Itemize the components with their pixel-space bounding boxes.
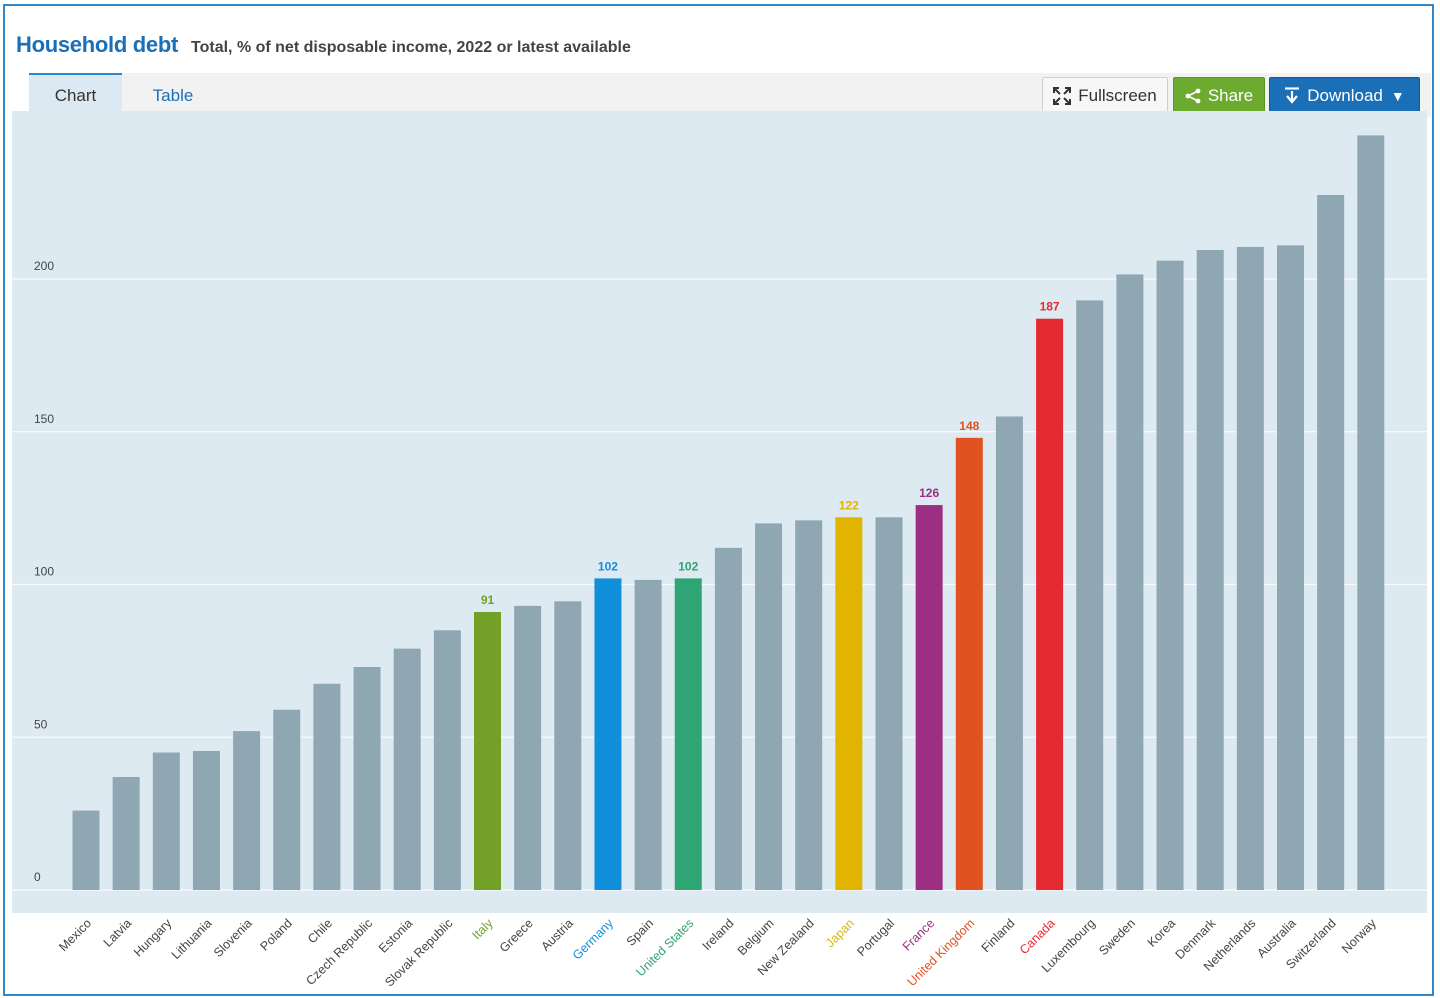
x-tick-label: Portugal <box>854 916 897 959</box>
chart-header: Household debt Total, % of net disposabl… <box>16 32 631 62</box>
fullscreen-label: Fullscreen <box>1078 85 1157 105</box>
bar-poland[interactable] <box>273 709 301 890</box>
x-tick-label: France <box>900 916 937 953</box>
x-tick-label: Japan <box>823 916 857 950</box>
data-label: 91 <box>481 593 495 607</box>
bar-ireland[interactable] <box>714 547 742 890</box>
x-tick-label: Germany <box>570 916 617 963</box>
toolbar: Chart Table Fullscreen Share <box>29 73 1431 117</box>
data-label: 148 <box>959 419 979 433</box>
share-label: Share <box>1207 85 1254 105</box>
x-tick-label: Italy <box>470 916 497 943</box>
bar-austria[interactable] <box>554 601 582 890</box>
bar-australia[interactable] <box>1277 245 1304 890</box>
bar-slovak-republic[interactable] <box>433 630 461 890</box>
download-icon <box>1284 86 1300 105</box>
bar-luxembourg[interactable] <box>1076 300 1104 890</box>
data-label: 102 <box>678 559 698 573</box>
chart-title: Household debt <box>16 32 179 57</box>
bar-new-zealand[interactable] <box>795 520 823 890</box>
y-tick-label: 200 <box>34 259 54 273</box>
bar-united-states[interactable] <box>674 578 702 890</box>
y-tick-label: 150 <box>34 412 54 426</box>
x-tick-label: Latvia <box>101 916 135 950</box>
bar-spain[interactable] <box>634 579 662 890</box>
x-tick-label: Spain <box>624 916 657 949</box>
x-tick-label: Mexico <box>56 916 94 954</box>
bar-czech-republic[interactable] <box>353 666 381 890</box>
download-label: Download <box>1307 85 1383 105</box>
x-tick-label: Poland <box>257 916 294 953</box>
data-label: 187 <box>1040 300 1060 314</box>
bar-italy[interactable] <box>474 611 501 890</box>
bar-japan[interactable] <box>835 517 863 890</box>
bar-netherlands[interactable] <box>1236 246 1264 891</box>
bar-estonia[interactable] <box>393 648 421 890</box>
x-tick-label: Chile <box>305 916 335 946</box>
y-tick-label: 0 <box>34 870 41 884</box>
tab-table[interactable]: Table <box>152 86 194 105</box>
x-tick-label: Ireland <box>700 916 737 953</box>
bar-greece[interactable] <box>514 605 542 890</box>
data-label: 102 <box>598 559 618 573</box>
data-label: 126 <box>919 486 939 500</box>
x-tick-label: Norway <box>1339 916 1379 956</box>
bar-portugal[interactable] <box>875 517 903 890</box>
bar-finland[interactable] <box>995 416 1023 890</box>
bar-norway[interactable] <box>1357 135 1385 891</box>
plot-area: 0 50 100 150 200 91 102 102 122 126 148 187 <box>12 111 1427 913</box>
bar-chile[interactable] <box>313 683 341 890</box>
bar-germany[interactable] <box>594 578 622 890</box>
share-icon <box>1185 88 1201 104</box>
x-tick-label: Estonia <box>376 916 415 955</box>
x-tick-label: Slovenia <box>211 916 255 960</box>
bar-sweden[interactable] <box>1116 274 1144 890</box>
bar-denmark[interactable] <box>1196 249 1224 891</box>
y-tick-label: 50 <box>34 717 48 731</box>
expand-icon <box>1053 86 1072 105</box>
bar-slovenia[interactable] <box>233 731 261 890</box>
bar-lithuania[interactable] <box>192 750 220 890</box>
x-tick-label: Finland <box>979 916 1018 955</box>
data-label: 122 <box>839 498 859 512</box>
share-button[interactable]: Share <box>1173 77 1265 114</box>
tab-chart[interactable]: Chart <box>29 73 122 117</box>
x-tick-label: Austria <box>539 916 576 953</box>
bar-chart: 0 50 100 150 200 91 102 102 122 126 148 187 <box>12 135 1427 891</box>
bar-korea[interactable] <box>1156 260 1184 890</box>
x-tick-label: Greece <box>497 916 536 955</box>
chart-subtitle: Total, % of net disposable income, 2022 … <box>191 39 631 56</box>
bar-latvia[interactable] <box>112 776 140 890</box>
x-tick-label: Sweden <box>1096 916 1138 958</box>
bar-belgium[interactable] <box>755 523 783 890</box>
x-tick-label: Korea <box>1145 916 1179 950</box>
bar-switzerland[interactable] <box>1317 194 1345 891</box>
bar-united-kingdom[interactable] <box>955 437 983 890</box>
caret-down-icon: ▼ <box>1390 87 1405 104</box>
bar-canada[interactable] <box>1036 318 1064 891</box>
bar-france[interactable] <box>915 505 943 890</box>
y-tick-label: 100 <box>34 565 54 579</box>
x-tick-label: Lithuania <box>169 916 215 962</box>
fullscreen-button[interactable]: Fullscreen <box>1042 77 1168 114</box>
x-tick-label: Canada <box>1017 916 1058 957</box>
download-button[interactable]: Download ▼ <box>1269 77 1420 114</box>
bar-mexico[interactable] <box>72 810 100 890</box>
bar-hungary[interactable] <box>152 752 180 890</box>
